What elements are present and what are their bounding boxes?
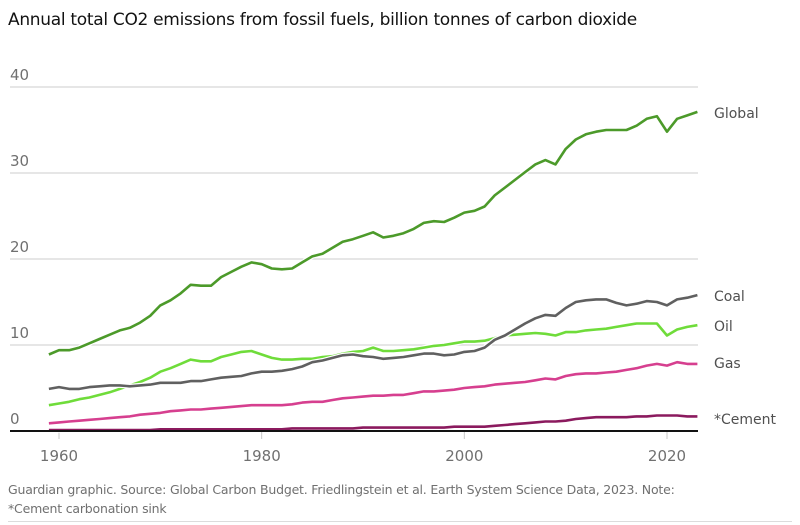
chart: 0 10 20 30 40 1960 1980 2000 2020 Global Coal Oil…	[10, 66, 777, 465]
y-tick-label: 0	[10, 410, 20, 428]
series-label-oil: Oil	[714, 319, 733, 335]
series-label-coal: Coal	[714, 289, 745, 305]
chart-title: Annual total CO2 emissions from fossil f…	[8, 10, 637, 30]
series-line-gas	[48, 360, 698, 425]
series-line-coal	[48, 293, 698, 391]
x-tick-label: 1980	[243, 447, 281, 465]
y-tick-label: 20	[10, 238, 29, 256]
series-line-global	[48, 110, 698, 356]
chart-footer: Guardian graphic. Source: Global Carbon …	[8, 480, 768, 518]
series-label-gas: Gas	[714, 356, 741, 372]
y-tick-label: 30	[10, 152, 29, 170]
cement-note: *Cement carbonation sink	[8, 501, 167, 516]
series-label-cement: *Cement	[714, 412, 777, 428]
series-label-global: Global	[714, 106, 759, 122]
x-axis: 1960 1980 2000 2020	[40, 431, 686, 465]
series-line-oil	[48, 322, 698, 407]
x-tick-label: 1960	[40, 447, 78, 465]
y-axis-labels: 0 10 20 30 40	[10, 66, 29, 428]
series-line-cement	[48, 414, 698, 432]
source-note: Guardian graphic. Source: Global Carbon …	[8, 482, 675, 497]
x-tick-label: 2000	[445, 447, 483, 465]
series-lines	[10, 109, 699, 433]
gridlines	[10, 86, 698, 346]
y-tick-label: 10	[10, 324, 29, 342]
series-labels: Global Coal Oil Gas *Cement	[714, 106, 777, 428]
y-tick-label: 40	[10, 66, 29, 84]
series-halo-oil	[48, 321, 698, 408]
bottom-divider	[8, 521, 792, 522]
x-tick-label: 2020	[648, 447, 686, 465]
